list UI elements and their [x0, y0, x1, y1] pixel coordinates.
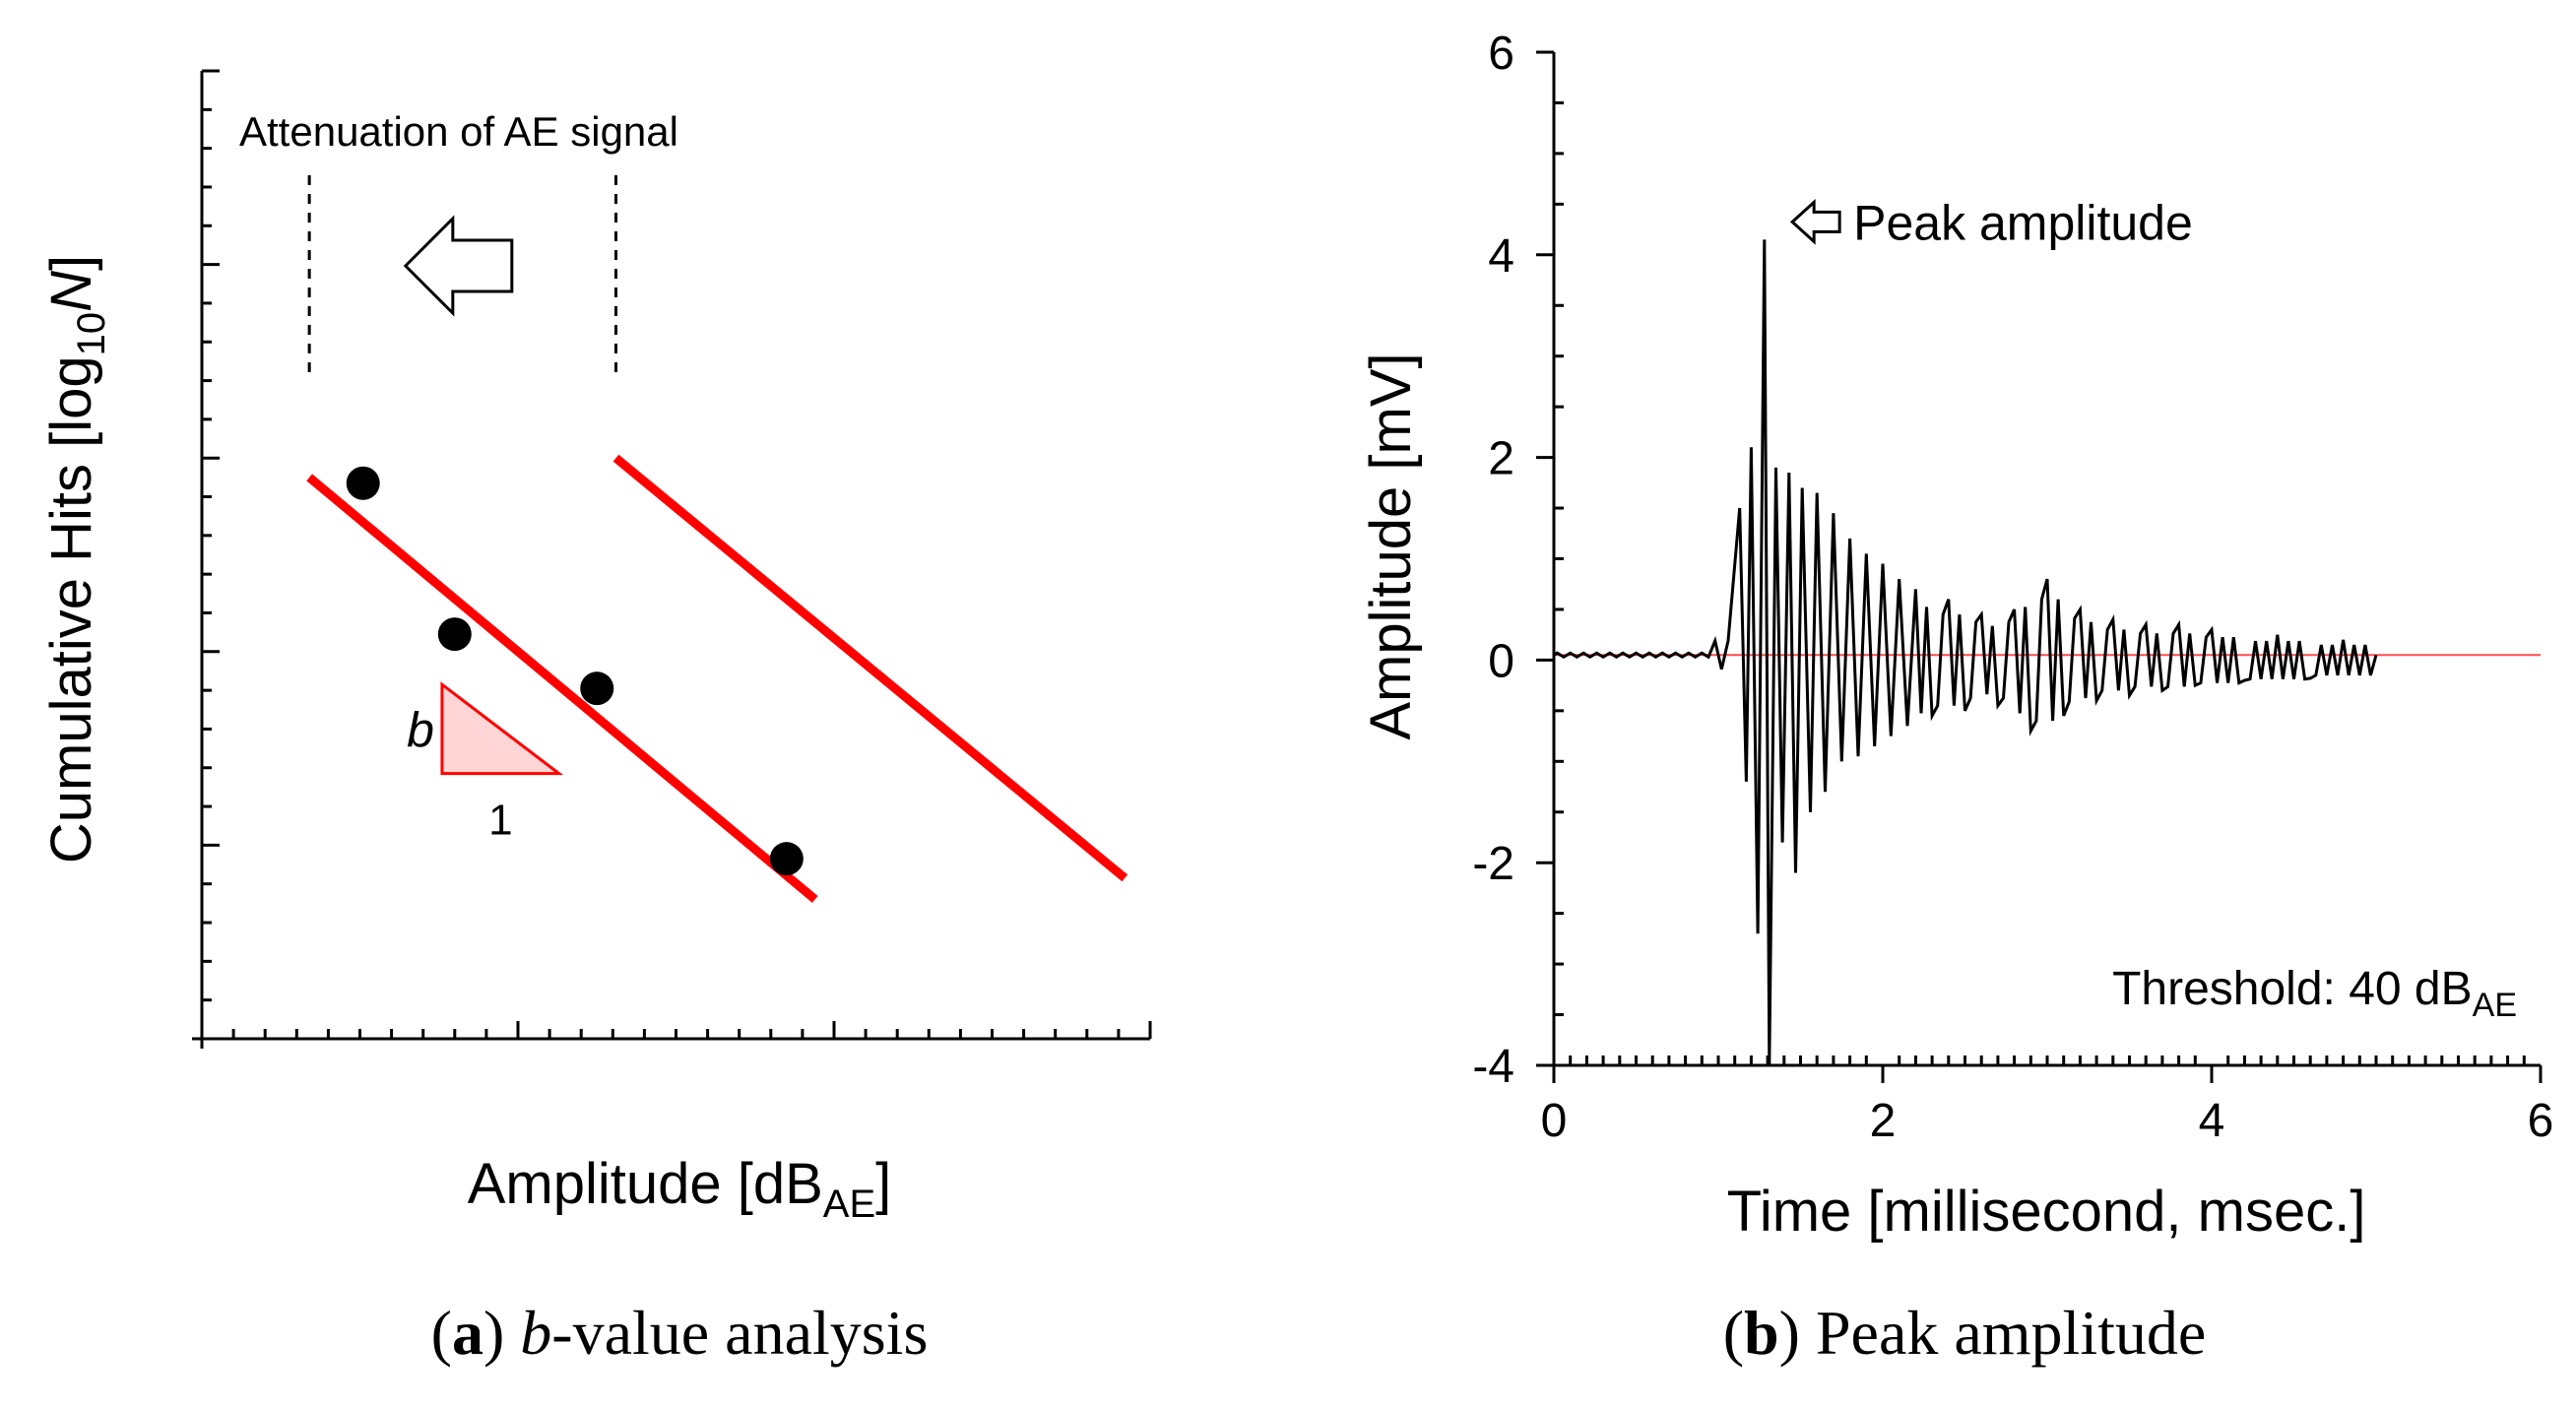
data-point-3: [580, 672, 614, 706]
shifted-fit-line: [612, 454, 1128, 882]
panel-b-x-tick-labels: 0 2 4 6: [1541, 1095, 2554, 1147]
data-point-4: [769, 842, 804, 876]
panel-b-x-axis-label: Time [millisecond, msec.]: [1727, 1180, 2366, 1244]
attenuation-label: Attenuation of AE signal: [239, 108, 678, 155]
x-tick-label: 4: [2199, 1095, 2225, 1147]
x-tick-label: 0: [1541, 1095, 1568, 1147]
y-tick-label: 4: [1488, 230, 1514, 283]
caption-a: (a) b-value analysis: [431, 1298, 929, 1368]
slope-triangle: [440, 681, 564, 776]
data-point-2: [437, 617, 472, 652]
y-tick-label: -4: [1472, 1041, 1514, 1093]
panel-a-minor-ticks: [200, 69, 1152, 1041]
y-tick-label: -2: [1472, 838, 1514, 890]
slope-label-b: b: [407, 702, 434, 757]
attenuation-left-arrow-icon: [403, 215, 514, 317]
data-point-1: [346, 466, 380, 500]
y-tick-label: 2: [1488, 433, 1514, 485]
y-tick-label: 6: [1488, 28, 1514, 80]
panel-a-b-value-chart: Attenuation of AE signal b 1 Amplitude […: [39, 69, 1152, 1226]
peak-left-arrow-icon: [1789, 198, 1841, 245]
waveform-series-line: [1553, 239, 2378, 1066]
caption-b: (b) Peak amplitude: [1723, 1298, 2207, 1368]
panel-b-ticks: [1536, 50, 2543, 1083]
panel-b-y-axis-label: Amplitude [mV]: [1359, 352, 1423, 739]
y-tick-label: 0: [1488, 635, 1514, 687]
panel-b-waveform-chart: 0 2 4 6 -4 -2 0 2 4 6 Peak amplitude Threshold: …: [1359, 28, 2553, 1244]
x-tick-label: 2: [1870, 1095, 1897, 1147]
x-tick-label: 6: [2528, 1095, 2554, 1147]
panel-a-x-axis-label: Amplitude [dBAE]: [468, 1152, 892, 1226]
panel-a-y-axis-label: Cumulative Hits [log10N]: [39, 255, 113, 863]
panel-b-y-tick-labels: -4 -2 0 2 4 6: [1472, 28, 1514, 1093]
threshold-annotation: Threshold: 40 dBAE: [2112, 963, 2517, 1024]
slope-label-1: 1: [488, 797, 512, 845]
fit-line: [306, 474, 818, 903]
peak-amplitude-annotation: Peak amplitude: [1853, 195, 2193, 250]
